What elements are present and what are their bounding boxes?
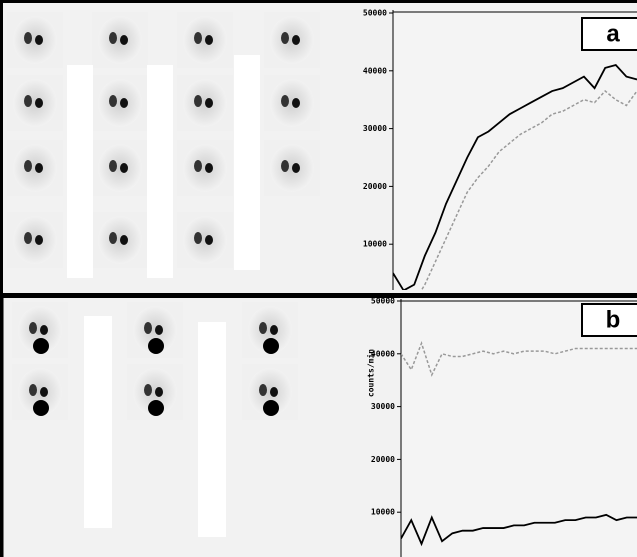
- organ: [24, 32, 32, 44]
- organ: [148, 400, 164, 416]
- organ: [144, 322, 152, 334]
- organ: [281, 95, 289, 107]
- y-tick-label: 20000: [363, 182, 387, 191]
- y-tick-label: 10000: [363, 240, 387, 249]
- plot-area: [401, 299, 637, 557]
- organ: [35, 35, 43, 45]
- blank-strip: [67, 65, 93, 278]
- organ: [24, 95, 32, 107]
- y-tick-label: 10000: [371, 508, 395, 517]
- organ: [35, 98, 43, 108]
- organ: [29, 384, 37, 396]
- organ: [120, 35, 128, 45]
- organ: [109, 232, 117, 244]
- organ: [263, 338, 279, 354]
- organ: [194, 32, 202, 44]
- organ: [29, 322, 37, 334]
- y-tick-label: 30000: [363, 124, 387, 133]
- y-axis-label: counts/min: [366, 349, 376, 397]
- organ: [120, 98, 128, 108]
- organ: [205, 98, 213, 108]
- organ: [292, 163, 300, 173]
- organ: [281, 32, 289, 44]
- organ: [120, 163, 128, 173]
- y-tick-label: 50000: [363, 9, 387, 18]
- plot-area: [393, 10, 637, 290]
- organ: [109, 95, 117, 107]
- organ: [24, 160, 32, 172]
- organ: [194, 232, 202, 244]
- organ: [35, 235, 43, 245]
- organ: [270, 387, 278, 397]
- organ: [148, 338, 164, 354]
- organ: [144, 384, 152, 396]
- organ: [155, 387, 163, 397]
- blank-strip: [234, 55, 260, 270]
- organ: [109, 160, 117, 172]
- organ: [24, 232, 32, 244]
- organ: [263, 400, 279, 416]
- figure: 10000 20000 30000 40000 50000 a 10000 20000 3000…: [0, 0, 637, 557]
- organ: [292, 35, 300, 45]
- organ: [33, 400, 49, 416]
- organ: [33, 338, 49, 354]
- organ: [259, 322, 267, 334]
- organ: [259, 384, 267, 396]
- blank-strip: [198, 322, 226, 537]
- organ: [292, 98, 300, 108]
- organ: [35, 163, 43, 173]
- blank-strip: [84, 316, 112, 528]
- organ: [109, 32, 117, 44]
- panel-label: a: [606, 20, 620, 47]
- y-tick-label: 30000: [371, 402, 395, 411]
- organ: [194, 95, 202, 107]
- organ: [40, 325, 48, 335]
- organ: [155, 325, 163, 335]
- y-tick-label: 20000: [371, 455, 395, 464]
- organ: [194, 160, 202, 172]
- organ: [205, 163, 213, 173]
- organ: [205, 35, 213, 45]
- organ: [205, 235, 213, 245]
- y-tick-label: 40000: [363, 66, 387, 75]
- organ: [281, 160, 289, 172]
- panel-label: b: [606, 306, 621, 333]
- blank-strip: [147, 65, 173, 278]
- y-tick-label: 50000: [371, 297, 395, 306]
- organ: [120, 235, 128, 245]
- organ: [270, 325, 278, 335]
- organ: [40, 387, 48, 397]
